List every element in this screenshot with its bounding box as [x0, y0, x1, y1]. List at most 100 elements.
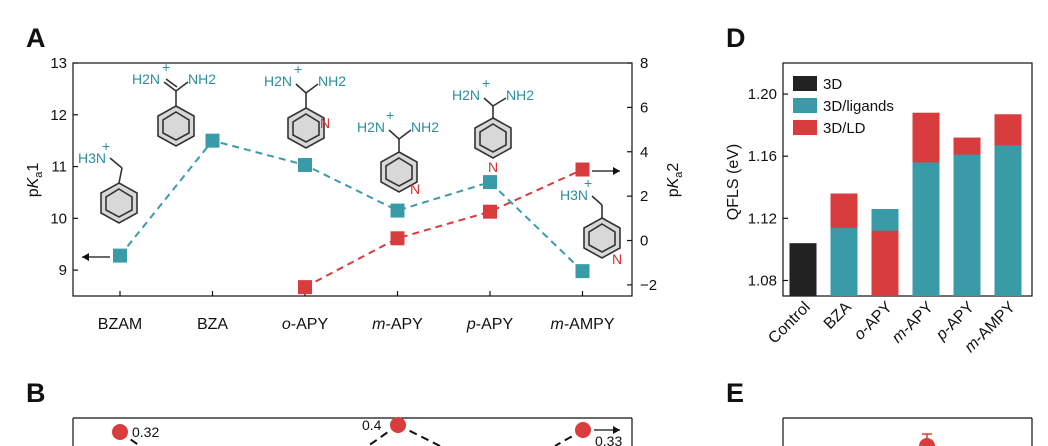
x-category-label: BZA: [197, 316, 228, 333]
right-tick-label: 4: [640, 144, 648, 161]
legend-label: 3D: [823, 76, 842, 93]
panel-e-chart: [782, 417, 1033, 446]
bar-teal: [830, 227, 858, 296]
panel-a-series-lines: [119, 139, 584, 289]
x-category-label: m-APY: [372, 316, 423, 333]
panel-a-right-axis: −2 0 2 4 6 8: [627, 55, 657, 294]
panel-a-left-axis: 9 10 11 12 13: [50, 55, 78, 279]
panel-e-point: [919, 438, 935, 446]
papy-ring-nitrogen: N: [488, 159, 498, 175]
red-data-point: [298, 280, 312, 295]
x-category-label: m-AMPY: [551, 316, 615, 333]
mapy-amine-label-2: NH2: [411, 119, 439, 135]
legend-label: 3D/LD: [823, 120, 866, 137]
molecule-bza: H2N + NH2: [132, 59, 216, 147]
x-category-label: o-APY: [851, 299, 896, 344]
x-category-label: o-APY: [282, 316, 329, 333]
panel-d-plot-frame: [782, 62, 1033, 297]
right-axis-arrow: [592, 167, 620, 175]
teal-data-point: [390, 203, 405, 218]
bzam-charge: +: [102, 138, 110, 154]
mampy-amine-label: H3N: [560, 187, 588, 203]
x-category-label: Control: [765, 299, 813, 347]
panel-d-y-axis: 1.08 1.12 1.16 1.20: [748, 86, 788, 289]
panel-a-plot-frame: [72, 62, 633, 297]
left-tick-label: 9: [59, 262, 67, 279]
panel-b-right-arrow: [594, 426, 620, 434]
left-tick-label: 12: [50, 107, 67, 124]
red-series-line: [304, 168, 583, 289]
panel-b-annotation-1: 0.32: [132, 424, 159, 440]
mapy-charge: +: [386, 107, 394, 123]
panel-b-annotation-2: 0.4: [362, 417, 382, 433]
bar-teal: [994, 145, 1022, 296]
y-tick-label: 1.20: [748, 86, 777, 103]
right-tick-label: 0: [640, 233, 648, 250]
teal-data-point: [298, 158, 312, 173]
bar-teal: [912, 162, 940, 296]
panel-d-legend: 3D 3D/ligands 3D/LD: [793, 76, 894, 137]
teal-data-point: [483, 175, 497, 190]
teal-data-point: [205, 133, 220, 148]
legend-swatch: [793, 120, 817, 135]
legend-swatch: [793, 76, 817, 91]
y-tick-label: 1.08: [748, 272, 777, 289]
papy-amine-label-2: NH2: [506, 87, 534, 103]
bar-black: [789, 243, 817, 296]
oapy-amine-label-1: H2N: [264, 73, 292, 89]
panel-d-y-axis-title: QFLS (eV): [725, 144, 742, 220]
bar-teal: [953, 154, 981, 296]
x-category-label: BZA: [821, 299, 855, 333]
teal-series-line: [119, 139, 584, 272]
red-data-point: [483, 204, 497, 219]
panel-a-categories: BZAM BZA o-APY m-APY p-APY m-AMPY: [98, 291, 615, 333]
panel-label-a: A: [26, 23, 46, 53]
y-tick-label: 1.16: [748, 148, 777, 165]
panel-label-e: E: [726, 378, 744, 408]
x-category-label: BZAM: [98, 316, 142, 333]
molecule-p-apy: H2N + NH2 N: [452, 75, 534, 175]
teal-data-point: [575, 264, 590, 279]
mapy-amine-label-1: H2N: [357, 119, 385, 135]
molecule-bzam: H3N +: [78, 138, 138, 224]
panel-a-series-points: [113, 133, 590, 295]
panel-label-d: D: [726, 23, 746, 53]
panel-b-annotation-3: 0.33: [595, 433, 622, 446]
molecule-m-ampy: H3N + N: [560, 175, 622, 267]
panel-label-b: B: [26, 378, 46, 408]
teal-data-point: [113, 248, 127, 263]
panel-a-right-axis-title: pKa2: [665, 163, 685, 198]
right-tick-label: 2: [640, 188, 648, 205]
bza-amine-label-1: H2N: [132, 71, 160, 87]
right-tick-label: −2: [640, 277, 657, 294]
mampy-charge: +: [584, 175, 592, 191]
bza-charge: +: [162, 59, 170, 75]
panel-b-point-3: [575, 422, 591, 438]
left-axis-arrow: [82, 253, 110, 261]
bar-red: [871, 230, 899, 296]
papy-amine-label-1: H2N: [452, 87, 480, 103]
bzam-amine-label: H3N: [78, 150, 106, 166]
left-tick-label: 11: [51, 159, 67, 176]
left-tick-label: 13: [50, 55, 67, 72]
molecule-o-apy: H2N + NH2 N: [264, 61, 346, 149]
panel-b-chart: 0.32 0.4 0.33: [72, 417, 633, 446]
x-category-label: p-APY: [466, 316, 514, 333]
legend-label: 3D/ligands: [823, 98, 894, 115]
molecule-m-apy: H2N + NH2 N: [357, 107, 439, 197]
mampy-ring-nitrogen: N: [612, 251, 622, 267]
panel-d-chart: 1.08 1.12 1.16 1.20 QFLS (eV) Control BZAo-A…: [725, 62, 1033, 357]
right-tick-label: 6: [640, 99, 648, 116]
panel-b-point-2: [390, 417, 406, 433]
panel-d-bars: [789, 112, 1022, 296]
red-data-point: [390, 231, 405, 246]
x-category-label: m-APY: [889, 299, 937, 347]
y-tick-label: 1.12: [748, 210, 777, 227]
oapy-ring-nitrogen: N: [320, 115, 330, 131]
oapy-amine-label-2: NH2: [318, 73, 346, 89]
left-tick-label: 10: [50, 210, 67, 227]
legend-swatch: [793, 98, 817, 113]
panel-a-chart: 9 10 11 12 13 −2 0 2 4 6 8 BZAM BZA o-APY m-APY p-APY…: [25, 55, 685, 333]
